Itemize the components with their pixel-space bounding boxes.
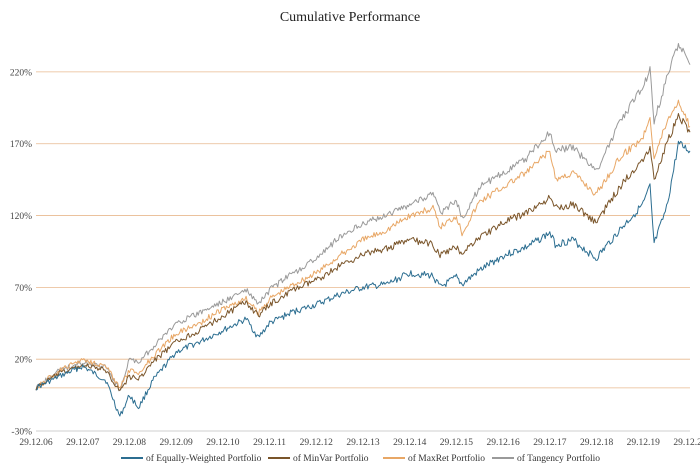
- x-tick-label: 29.12.11: [253, 438, 286, 448]
- y-tick-label: 20%: [15, 356, 33, 366]
- y-tick-label: -30%: [11, 428, 32, 438]
- x-tick-label: 29.12.12: [300, 438, 334, 448]
- x-tick-label: 29.12.18: [580, 438, 614, 448]
- x-tick-label: 29.12.09: [160, 438, 194, 448]
- series-line-4: [35, 43, 691, 392]
- x-tick-label: 29.12.15: [440, 438, 474, 448]
- legend-label: of Tangency Portfolio: [517, 453, 600, 464]
- y-tick-label: 220%: [10, 68, 32, 78]
- y-tick-label: 170%: [10, 140, 32, 150]
- y-tick-label: 120%: [10, 212, 32, 222]
- x-tick-label: 29.12.08: [113, 438, 147, 448]
- x-tick-label: 29.12.06: [19, 438, 53, 448]
- gridlines: [36, 71, 690, 389]
- chart-title: Cumulative Performance: [280, 10, 420, 25]
- x-tick-label: 29.12.07: [66, 438, 100, 448]
- x-tick-label: 29.12.13: [346, 438, 380, 448]
- x-tick-label: 29.12.17: [533, 438, 567, 448]
- x-tick-label: 29.12.14: [393, 438, 427, 448]
- series-line-1: [35, 140, 691, 417]
- series-lines: [35, 43, 691, 417]
- y-tick-label: 70%: [15, 284, 33, 294]
- y-axis-ticks: -30% 20% 70% 120% 170% 220%: [10, 68, 32, 437]
- legend-label: of MaxRet Portfolio: [408, 453, 485, 464]
- legend-label: of MinVar Portfolio: [293, 453, 369, 464]
- series-line-2: [35, 113, 691, 391]
- legend-label: of Equally-Weighted Portfolio: [146, 453, 262, 464]
- x-tick-label: 29.12.16: [487, 438, 521, 448]
- series-line-3: [35, 99, 691, 391]
- x-axis-ticks: 29.12.06 29.12.07 29.12.08 29.12.09 29.12.10…: [19, 438, 700, 448]
- legend: of Equally-Weighted Portfolio of MinVar P…: [121, 453, 600, 464]
- x-tick-label: 29.12.19: [627, 438, 661, 448]
- x-tick-label: 29.12.20: [673, 438, 700, 448]
- x-tick-label: 29.12.10: [206, 438, 240, 448]
